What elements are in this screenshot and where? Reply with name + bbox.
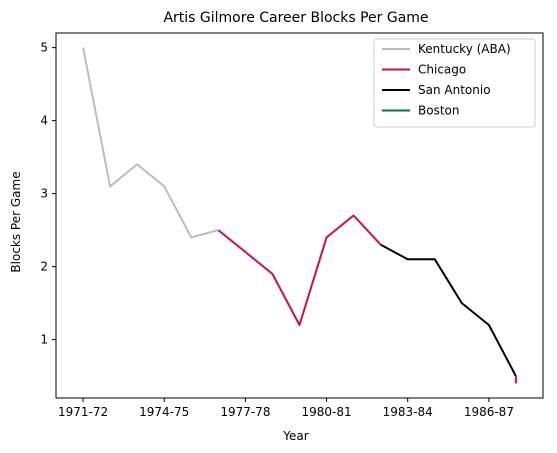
x-axis: 1971-72 1974-75 1977-78 1980-81 1983-84 1986-…: [58, 398, 514, 419]
y-tick-label: 3: [40, 187, 48, 201]
y-axis-label: Blocks Per Game: [9, 171, 23, 272]
chart-title: Artis Gilmore Career Blocks Per Game: [163, 10, 428, 26]
x-tick-label: 1977-78: [220, 405, 270, 419]
x-tick-label: 1983-84: [383, 405, 433, 419]
x-tick-label: 1980-81: [301, 405, 351, 419]
y-tick-label: 1: [40, 333, 48, 347]
legend-label: Boston: [418, 104, 459, 118]
x-tick-label: 1986-87: [464, 405, 514, 419]
y-axis: 1 2 3 4 5: [40, 41, 56, 347]
y-tick-label: 2: [40, 260, 48, 274]
legend-label: Kentucky (ABA): [418, 42, 511, 56]
x-tick-label: 1974-75: [139, 405, 189, 419]
legend-label: Chicago: [418, 63, 466, 77]
x-axis-label: Year: [282, 429, 308, 443]
series-line-chicago-1: [218, 216, 380, 326]
legend-label: San Antonio: [418, 83, 491, 97]
y-tick-label: 5: [40, 41, 48, 55]
y-tick-label: 4: [40, 114, 48, 128]
legend: Kentucky (ABA) Chicago San Antonio Boston: [374, 39, 535, 127]
series-line-san-antonio-2: [381, 245, 516, 376]
series-line-kentucky-aba-0: [83, 48, 218, 238]
x-tick-label: 1971-72: [58, 405, 108, 419]
